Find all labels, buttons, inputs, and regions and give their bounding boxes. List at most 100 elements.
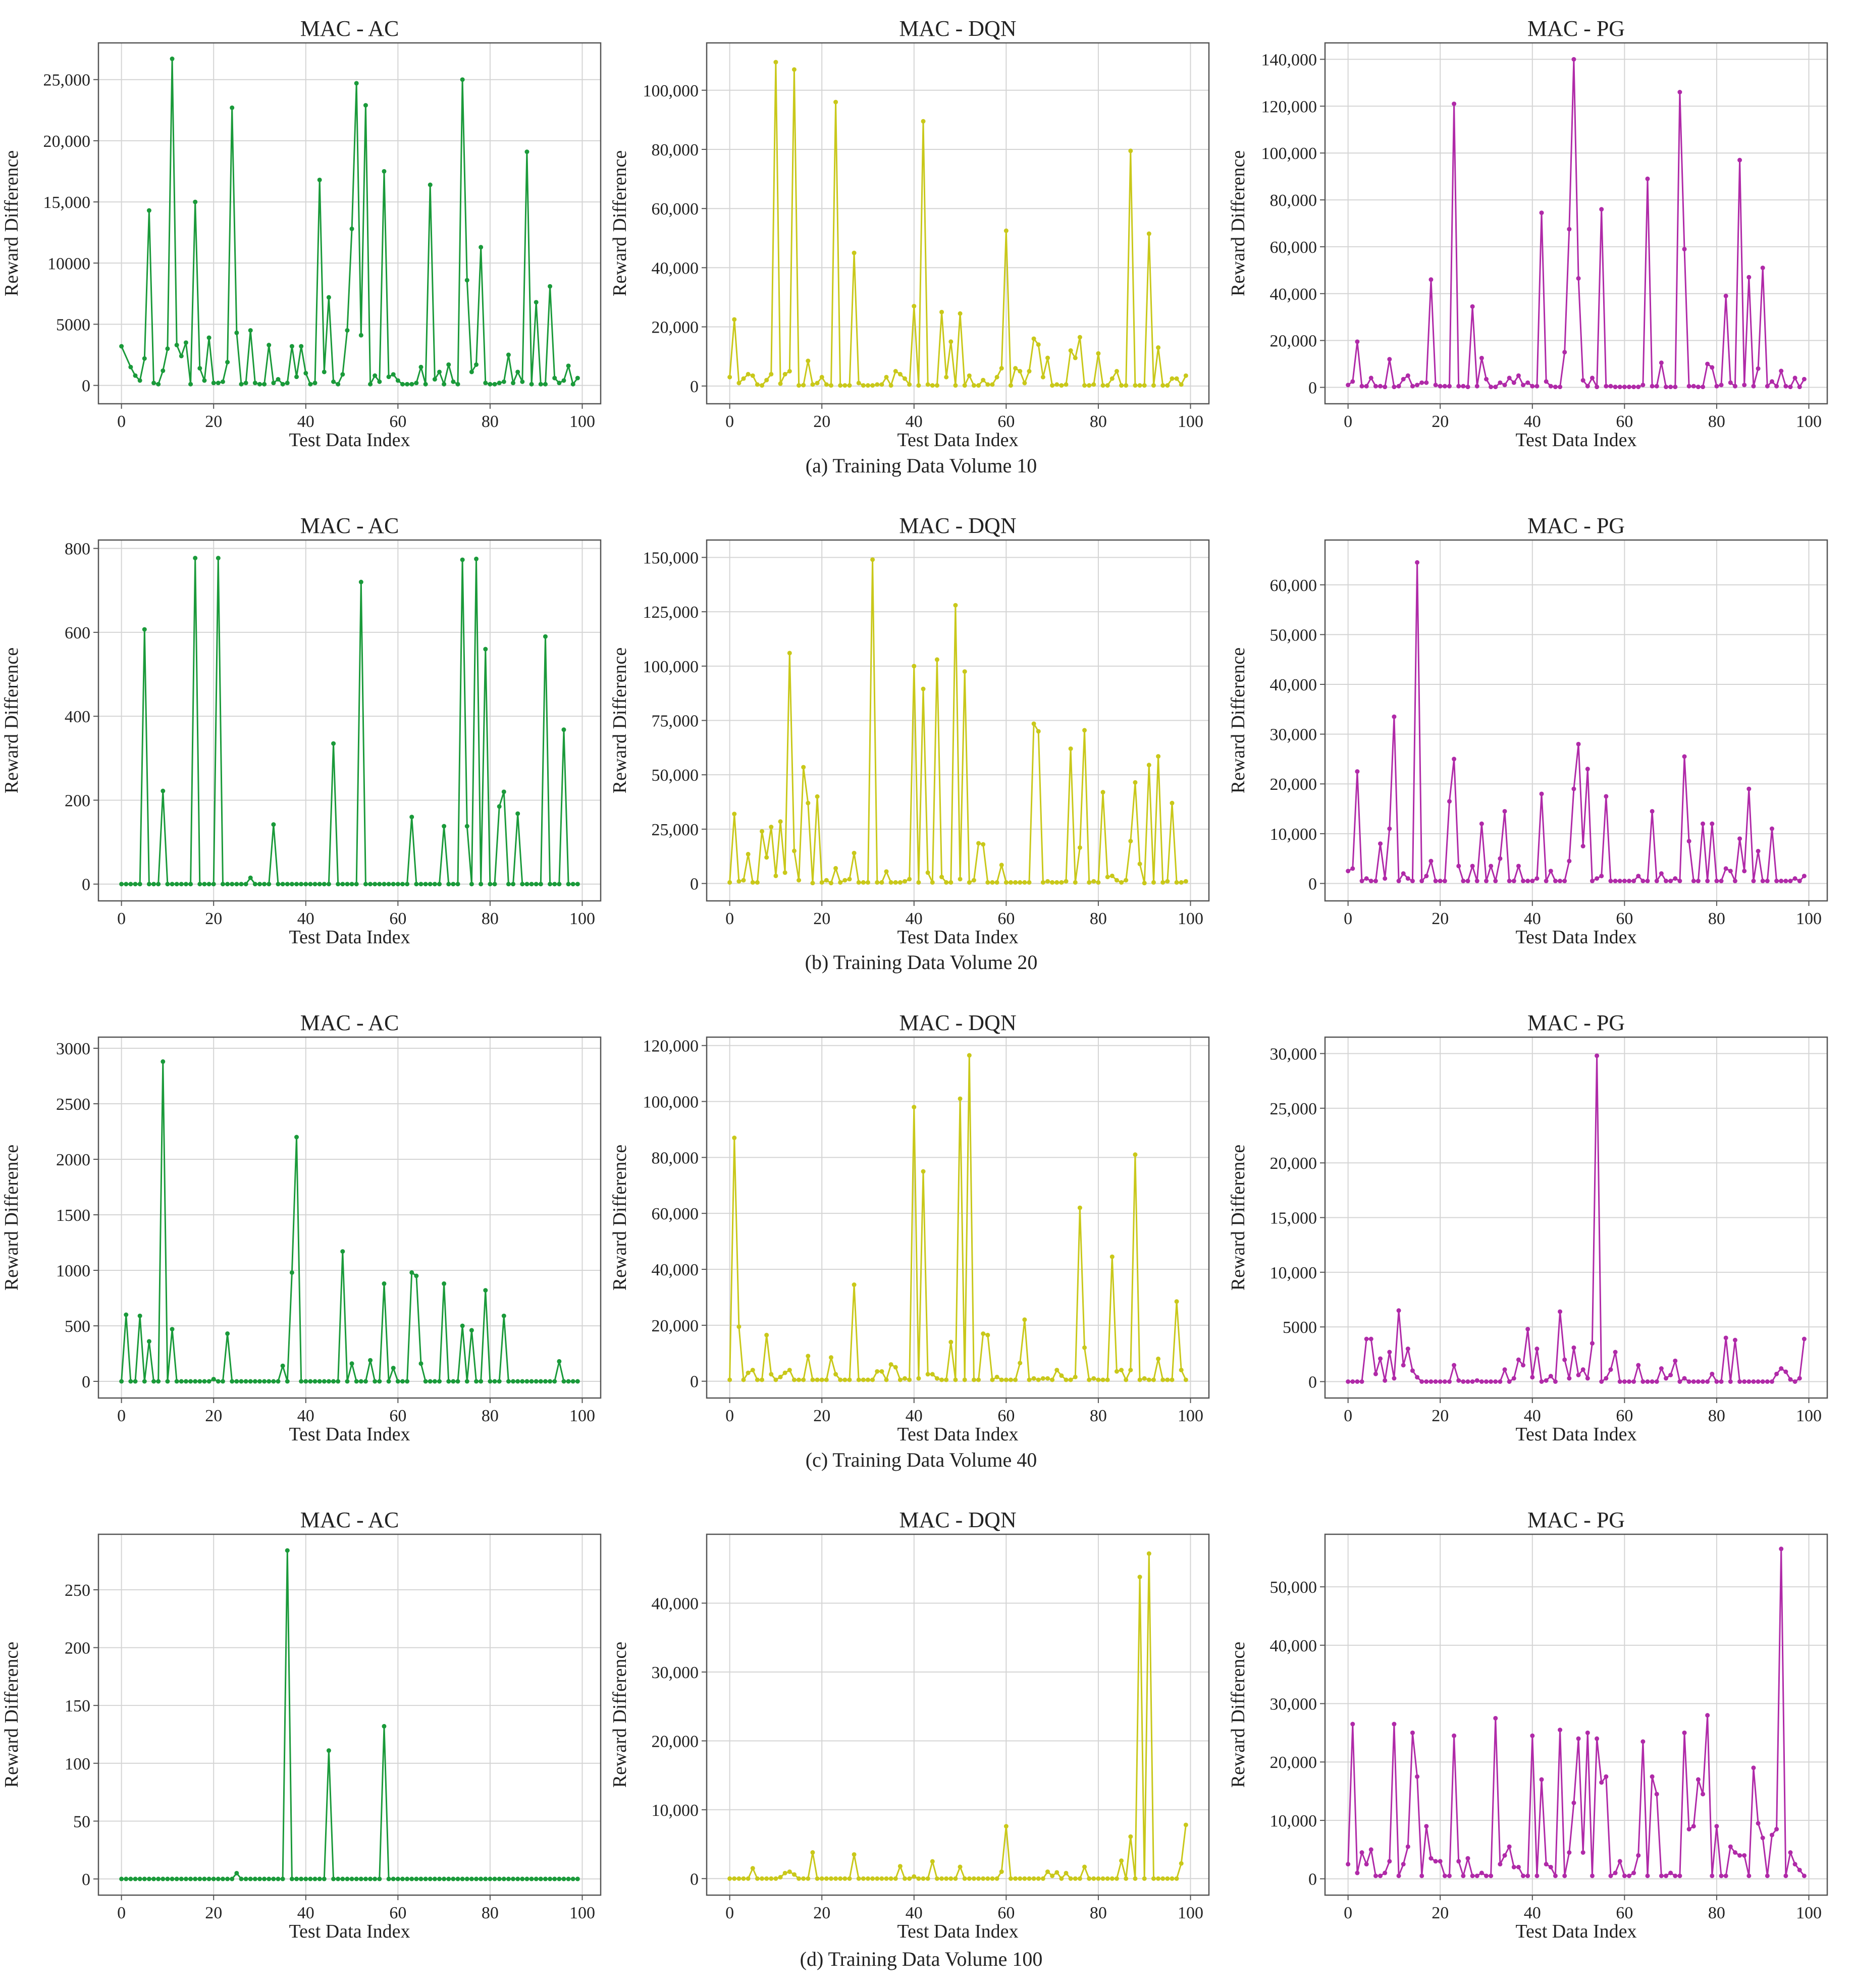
chart-a-ac-point xyxy=(165,346,170,351)
chart-a-ac-point xyxy=(239,382,244,387)
chart-a-dqn-point xyxy=(810,382,815,387)
chart-d-dqn-point xyxy=(1124,1876,1129,1881)
chart-b-ac-ytick-label: 0 xyxy=(82,876,90,894)
chart-c-dqn-point xyxy=(773,1377,778,1382)
chart-a-dqn-point xyxy=(870,383,875,388)
chart-d-pg-point xyxy=(1714,1823,1719,1829)
chart-a-ac-point xyxy=(188,382,193,387)
chart-d-dqn-point xyxy=(916,1876,921,1881)
chart-c-dqn-ytick-label: 100,000 xyxy=(643,1093,699,1111)
chart-a-ac-point xyxy=(446,362,451,367)
chart-d-ac-point xyxy=(455,1876,460,1882)
chart-a-dqn-point xyxy=(1054,382,1060,387)
chart-d-pg-point xyxy=(1585,1730,1590,1735)
chart-a-ac-ytick-label: 20,000 xyxy=(43,132,91,151)
chart-b-dqn-point xyxy=(856,880,861,885)
chart-c-pg-point xyxy=(1493,1379,1498,1384)
chart-c-ac-point xyxy=(395,1379,400,1384)
chart-b-pg-ytick-label: 50,000 xyxy=(1270,626,1317,644)
chart-d-pg-point xyxy=(1410,1730,1415,1735)
chart-b-dqn-xtick-label: 40 xyxy=(906,909,923,928)
chart-b-ac-point xyxy=(570,882,575,887)
chart-a-ac-point xyxy=(460,77,465,82)
chart-d-dqn-point xyxy=(1160,1876,1166,1881)
chart-c-ac-ylabel: Reward Difference xyxy=(1,1145,22,1291)
chart-d-pg-point xyxy=(1765,1873,1770,1878)
chart-b-dqn-point xyxy=(1156,754,1161,759)
chart-c-dqn-point xyxy=(727,1377,732,1382)
chart-a-pg-point xyxy=(1493,385,1498,390)
chart-a-ac-point xyxy=(285,381,290,386)
chart-a-pg-point xyxy=(1765,384,1770,389)
chart-b-ac-point xyxy=(391,882,396,887)
chart-d-dqn-point xyxy=(967,1876,972,1881)
chart-d-ac-point xyxy=(239,1876,244,1882)
chart-a-ac-point xyxy=(382,169,387,174)
chart-c-ac-point xyxy=(488,1379,493,1384)
chart-a-pg-point xyxy=(1507,375,1512,381)
chart-b-pg-xtick-label: 60 xyxy=(1616,909,1633,928)
chart-c-pg-point xyxy=(1373,1371,1378,1376)
chart-a-dqn-point xyxy=(994,374,999,380)
chart-c-dqn-point xyxy=(824,1377,829,1382)
chart-d-pg-point xyxy=(1456,1859,1461,1864)
chart-c-pg-point xyxy=(1742,1379,1747,1384)
chart-c-pg-point xyxy=(1438,1379,1443,1384)
chart-c-pg-point xyxy=(1682,1376,1687,1381)
chart-c-pg-xtick-label: 100 xyxy=(1796,1407,1822,1425)
chart-d-dqn-point xyxy=(1054,1870,1060,1875)
chart-b-dqn-ytick-label: 75,000 xyxy=(652,712,699,731)
chart-b-ac-point xyxy=(460,557,465,562)
chart-b-pg-point xyxy=(1562,879,1567,884)
chart-d-dqn-point xyxy=(1073,1876,1078,1881)
chart-c-dqn-point xyxy=(1003,1377,1009,1382)
chart-d-ac: 0 20 40 60 80 100 0 50 100 150 200 250 MAC - AC Test … xyxy=(1,1508,602,1942)
chart-a-pg-point xyxy=(1580,378,1585,383)
chart-d-dqn-point xyxy=(999,1869,1004,1874)
chart-d-pg-point xyxy=(1723,1873,1728,1878)
chart-d-pg-point xyxy=(1498,1862,1503,1867)
chart-a-pg-point xyxy=(1723,293,1728,298)
chart-c-dqn-point xyxy=(953,1377,958,1382)
chart-b-pg-point xyxy=(1387,826,1392,831)
chart-c-pg-point xyxy=(1792,1379,1797,1384)
chart-b-dqn-point xyxy=(773,873,778,878)
chart-c-dqn-point xyxy=(760,1377,765,1382)
chart-a-pg-point xyxy=(1576,276,1581,281)
chart-d-ac-xtick-label: 80 xyxy=(482,1904,499,1922)
chart-c-ac-point xyxy=(548,1379,553,1384)
chart-d-ac-point xyxy=(197,1876,202,1882)
chart-a-dqn-ytick-label: 100,000 xyxy=(643,82,699,100)
chart-c-dqn-point xyxy=(912,1105,917,1110)
chart-a-dqn-point xyxy=(1183,373,1188,378)
chart-b-dqn-point xyxy=(939,875,944,880)
chart-b-pg-point xyxy=(1465,879,1470,884)
chart-c-dqn-point xyxy=(1179,1368,1184,1373)
chart-c-ac-point xyxy=(391,1366,396,1371)
chart-a-pg-point xyxy=(1359,384,1364,389)
chart-a-dqn-point xyxy=(1040,374,1045,380)
chart-c-dqn-point xyxy=(893,1365,898,1370)
chart-c-ac-point xyxy=(165,1379,170,1384)
chart-c-ac-point xyxy=(464,1379,469,1384)
chart-d-pg-point xyxy=(1415,1774,1420,1779)
chart-c-pg-point xyxy=(1378,1356,1383,1361)
chart-d-ac-point xyxy=(326,1748,331,1753)
chart-c-ac-point xyxy=(492,1379,497,1384)
chart-a-dqn-point xyxy=(755,382,760,387)
chart-d-dqn-point xyxy=(1137,1575,1142,1580)
chart-c-ac-point xyxy=(252,1379,257,1384)
chart-d-pg-point xyxy=(1783,1873,1788,1878)
chart-a-pg-point xyxy=(1378,384,1383,389)
chart-a-pg-point xyxy=(1424,380,1429,385)
chart-d-ac-point xyxy=(377,1876,382,1882)
chart-d-ac-point xyxy=(303,1876,308,1882)
chart-d-dqn-point xyxy=(1183,1822,1188,1828)
chart-b-pg-point xyxy=(1521,879,1526,884)
chart-b-dqn-point xyxy=(1119,880,1124,885)
chart-d-dqn-point xyxy=(888,1876,893,1881)
chart-c-ac-point xyxy=(400,1379,405,1384)
chart-b-ac-point xyxy=(451,882,456,887)
chart-b-pg-point xyxy=(1405,876,1410,881)
chart-a-ac-point xyxy=(520,379,525,384)
